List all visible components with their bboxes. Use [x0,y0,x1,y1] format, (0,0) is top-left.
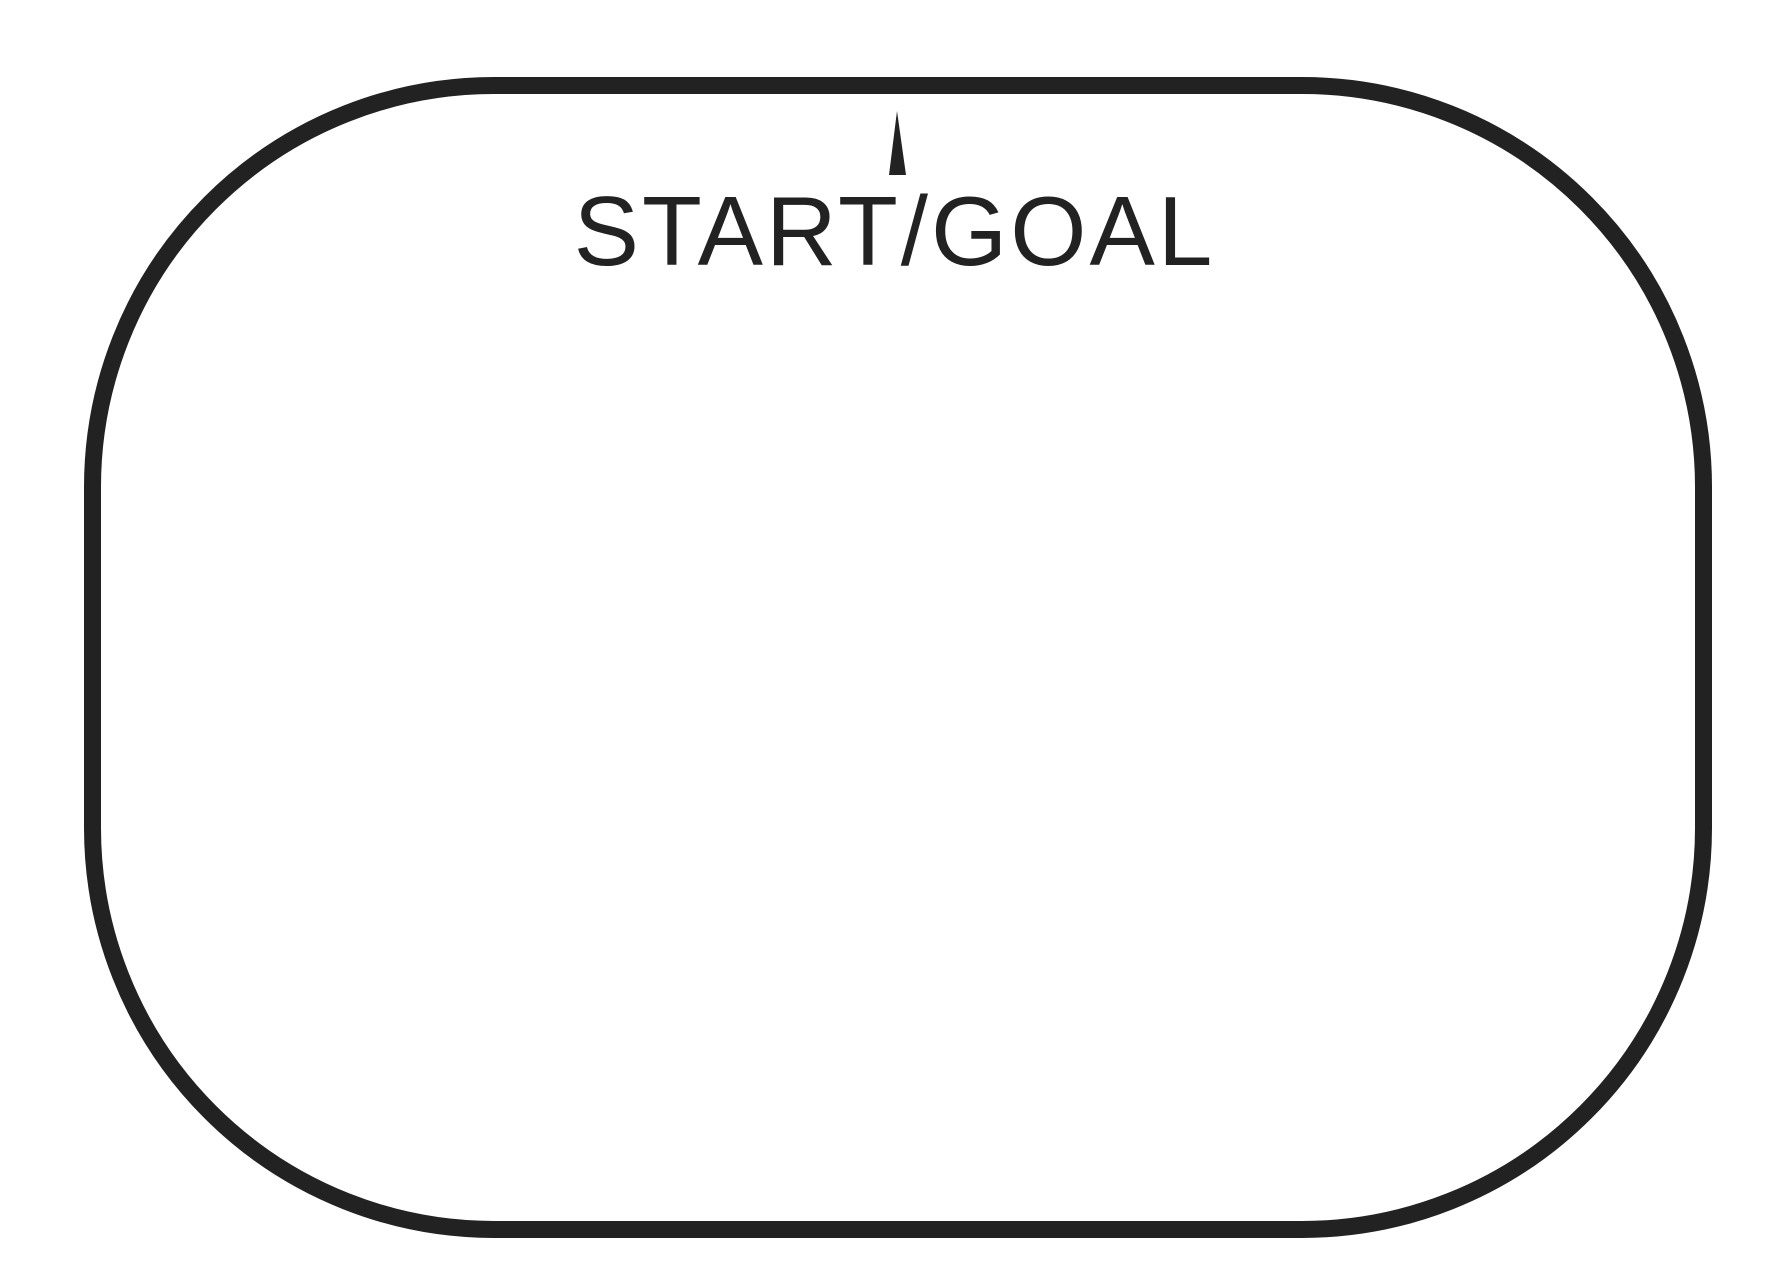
start-goal-label: START/GOAL [573,176,1216,286]
start-marker-triangle [889,111,906,175]
